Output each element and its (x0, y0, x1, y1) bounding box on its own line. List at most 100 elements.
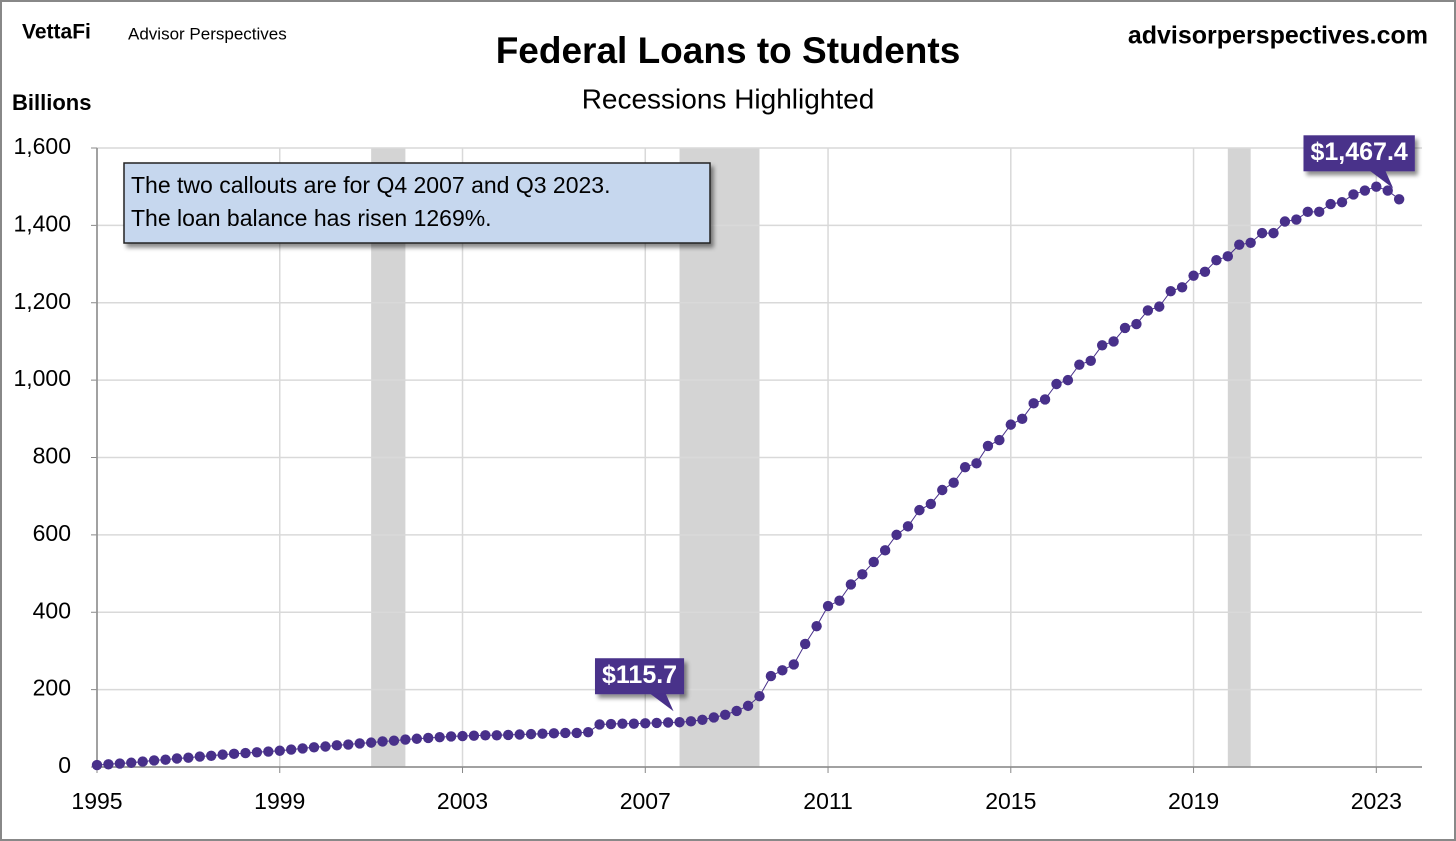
callout: $1,467.4 (1303, 135, 1415, 189)
data-point (1393, 194, 1405, 205)
data-point (1313, 206, 1325, 218)
data-point (1028, 398, 1039, 409)
data-point (982, 440, 994, 452)
data-point (263, 746, 274, 757)
x-tick-label: 2007 (620, 788, 671, 814)
data-point (582, 726, 594, 738)
callout-box (594, 658, 685, 695)
data-point (457, 730, 468, 742)
data-point (662, 717, 674, 728)
data-point (228, 748, 240, 760)
data-point (331, 740, 343, 751)
data-point (320, 741, 331, 752)
callout-pointer (649, 693, 674, 712)
data-point (822, 600, 834, 612)
data-point (160, 754, 171, 765)
data-point (514, 729, 525, 740)
data-point (1211, 254, 1222, 266)
data-point (297, 743, 308, 754)
data-point (1199, 266, 1211, 277)
data-point (137, 756, 148, 767)
data-point (240, 747, 251, 759)
data-point (1245, 237, 1256, 248)
data-point (103, 759, 114, 770)
data-point (126, 757, 137, 768)
data-point (994, 434, 1005, 446)
y-tick-label: 1,000 (13, 365, 71, 391)
data-point (879, 545, 891, 556)
chart-subtitle: Recessions Highlighted (582, 83, 875, 114)
data-point (251, 747, 263, 758)
y-tick-label: 400 (33, 597, 71, 623)
data-point (594, 719, 605, 730)
data-point (171, 753, 183, 764)
data-point (285, 744, 297, 755)
data-point (1005, 419, 1016, 430)
data-point (868, 556, 879, 568)
data-point (1371, 181, 1382, 192)
data-point (91, 759, 103, 771)
data-point (765, 670, 777, 682)
data-point (1176, 282, 1188, 293)
data-point (1302, 206, 1313, 218)
data-point (1256, 227, 1268, 239)
annotation-text: The loan balance has risen 1269%. (131, 205, 492, 231)
data-point (959, 461, 971, 473)
data-point (468, 730, 480, 741)
data-point (1234, 239, 1245, 250)
data-point (1096, 340, 1108, 351)
data-point (400, 734, 411, 745)
data-point (799, 638, 811, 650)
annotation-text: The two callouts are for Q4 2007 and Q3 … (131, 172, 610, 198)
data-point (1017, 413, 1028, 425)
data-point (937, 484, 948, 496)
data-point (971, 458, 982, 469)
data-point (183, 752, 194, 763)
data-point (1382, 185, 1393, 196)
data-point (857, 569, 868, 580)
data-point (742, 700, 754, 712)
data-point (1039, 394, 1051, 405)
data-point (1165, 285, 1176, 297)
data-point (925, 498, 937, 510)
data-point (617, 718, 628, 729)
data-point (811, 620, 822, 632)
data-point (708, 712, 720, 723)
data-point (1268, 227, 1279, 239)
data-point (571, 727, 582, 739)
data-point (411, 733, 423, 744)
data-point (1119, 322, 1131, 334)
data-point (354, 738, 365, 749)
x-tick-label: 2003 (437, 788, 488, 814)
data-point (377, 736, 388, 747)
data-point (1108, 336, 1119, 347)
data-point (1325, 198, 1336, 210)
data-point (503, 729, 514, 741)
data-point (914, 504, 925, 516)
x-tick-label: 1995 (71, 788, 122, 814)
data-point (674, 717, 685, 728)
data-point (274, 745, 285, 756)
data-point (1222, 251, 1234, 262)
data-point (217, 749, 228, 760)
data-point (902, 521, 914, 532)
data-point (548, 728, 560, 739)
x-tick-label: 2011 (803, 788, 852, 814)
data-point (434, 732, 445, 743)
data-point (194, 751, 206, 762)
data-point (834, 595, 845, 606)
data-point (651, 717, 662, 729)
x-tick-label: 2023 (1351, 788, 1402, 814)
y-tick-label: 200 (33, 675, 71, 701)
data-point (1291, 214, 1302, 225)
data-point (491, 730, 502, 741)
data-point (1085, 355, 1096, 366)
data-point (1131, 318, 1142, 330)
data-point (628, 718, 640, 729)
brand: VettaFi (22, 21, 91, 44)
data-point (845, 579, 857, 590)
data-point (1348, 189, 1359, 200)
data-point (731, 705, 742, 717)
data-point (720, 709, 731, 720)
data-point (308, 742, 320, 753)
